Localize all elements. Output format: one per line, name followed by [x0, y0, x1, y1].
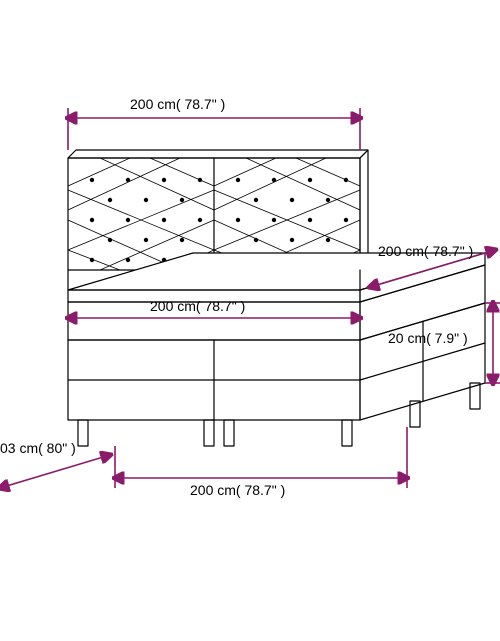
bed-line-art — [0, 0, 500, 641]
dim-left-depth: 03 cm( 80" ) — [0, 440, 76, 456]
dim-depth-right: 200 cm( 78.7" ) — [378, 243, 473, 259]
dim-top-width: 200 cm( 78.7" ) — [130, 96, 225, 112]
bed-dimension-diagram: { "diagram": { "type": "technical-line-d… — [0, 0, 500, 641]
dim-front-width: 200 cm( 78.7" ) — [190, 482, 285, 498]
dim-base-height: 20 cm( 7.9" ) — [388, 330, 468, 346]
dim-mattress-width: 200 cm( 78.7" ) — [150, 298, 245, 314]
